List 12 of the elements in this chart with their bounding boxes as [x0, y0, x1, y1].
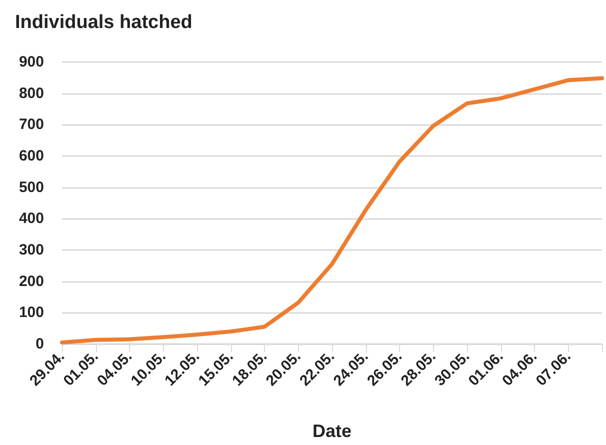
y-tick-label: 300 [18, 242, 44, 258]
y-tick-label: 200 [18, 272, 44, 290]
y-tick-label: 800 [18, 84, 44, 102]
y-tick-label: 500 [18, 178, 44, 196]
chart-title: Individuals hatched [15, 12, 192, 33]
y-tick-label: 100 [18, 304, 44, 322]
y-tick-label: 0 [36, 336, 44, 352]
y-tick-label: 400 [18, 210, 44, 228]
y-tick-label: 700 [18, 116, 44, 134]
y-tick-label: 900 [18, 54, 44, 70]
y-tick-label: 600 [18, 148, 44, 164]
x-axis-title: Date [312, 421, 352, 441]
